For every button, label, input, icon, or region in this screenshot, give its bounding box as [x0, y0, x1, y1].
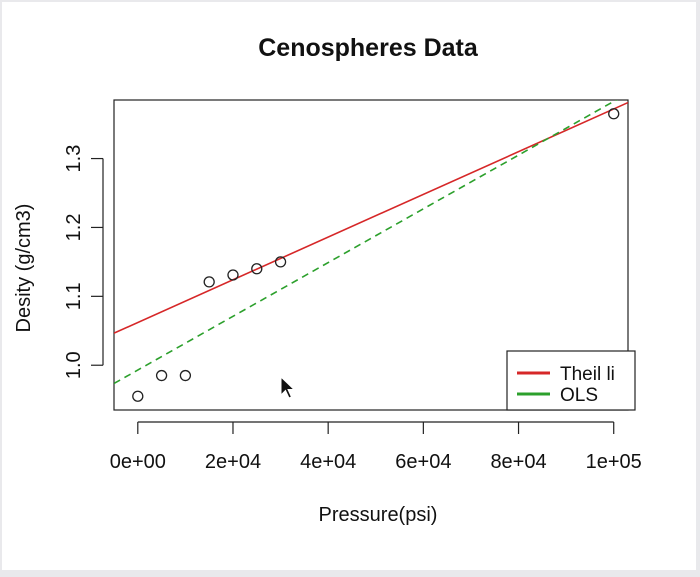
legend-label-theil: Theil li	[560, 364, 615, 385]
fit-line-1	[114, 100, 618, 385]
y-tick-label: 1.3	[63, 145, 85, 173]
data-point	[274, 256, 287, 268]
data-point	[203, 276, 215, 288]
data-points	[132, 108, 620, 402]
legend-box	[506, 350, 636, 411]
legend-label-ols: OLS	[560, 385, 598, 406]
y-tick-label: 1.0	[63, 351, 85, 379]
x-tick-label: 8e+04	[490, 451, 546, 473]
data-point	[227, 269, 239, 281]
chart-title: Cenospheres Data	[258, 34, 479, 62]
mouse-cursor-icon	[280, 375, 296, 399]
data-point	[251, 263, 263, 275]
y-axis: 1.0 1.1 1.2 1.3	[63, 145, 104, 379]
x-axis-label: Pressure(psi)	[319, 504, 438, 526]
data-point	[608, 108, 620, 120]
legend: Theil li OLS	[506, 350, 636, 411]
data-point	[132, 390, 144, 402]
plot-frame	[113, 99, 629, 411]
data-point	[155, 369, 168, 382]
fit-lines	[114, 100, 628, 385]
figure-area	[2, 2, 696, 570]
x-tick-label: 6e+04	[395, 451, 451, 473]
x-axis: 0e+00 2e+04 4e+04 6e+04 8e+04 1e+05	[110, 421, 642, 473]
x-tick-label: 2e+04	[205, 451, 261, 473]
y-tick-label: 1.2	[63, 214, 85, 242]
x-tick-label: 4e+04	[300, 451, 356, 473]
x-tick-label: 0e+00	[110, 451, 166, 473]
y-tick-label: 1.1	[63, 282, 85, 310]
y-axis-label: Desity (g/cm3)	[13, 204, 35, 333]
data-point	[179, 369, 192, 382]
x-tick-label: 1e+05	[586, 451, 642, 473]
